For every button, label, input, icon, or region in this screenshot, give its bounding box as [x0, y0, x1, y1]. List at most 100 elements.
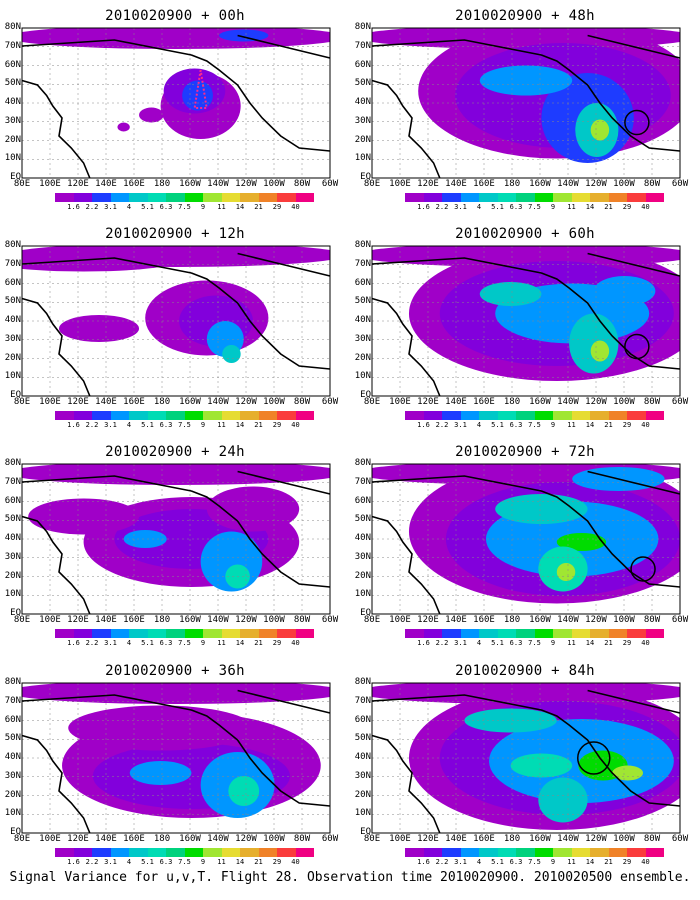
lon-tick-label: 160W	[529, 834, 551, 844]
coastline	[21, 470, 331, 615]
colorbar-level-label: 40	[641, 639, 650, 647]
panel-title: 2010020900 + 84h	[455, 663, 595, 679]
colorbar-swatch	[460, 848, 479, 857]
map-plot	[21, 463, 331, 615]
lon-tick-label: 160E	[473, 397, 495, 407]
colorbar-swatch	[166, 193, 185, 202]
map-plot	[371, 245, 681, 397]
colorbar-swatch	[571, 848, 590, 857]
colorbar-swatch	[460, 411, 479, 420]
lat-tick-label: 30N	[4, 115, 21, 126]
coastline	[371, 689, 681, 834]
colorbar-swatch	[129, 629, 148, 638]
variance-contour	[479, 65, 573, 96]
colorbar-swatch	[460, 193, 479, 202]
lon-tick-label: 100E	[39, 615, 61, 625]
colorbar-swatch	[277, 193, 296, 202]
map-panel: 2010020900 + 12h 80N 70N 60N 50N 40N 30N 20N 10N…	[0, 218, 350, 438]
lat-tick-label: 40N	[4, 315, 21, 325]
colorbar-swatch	[129, 411, 148, 420]
panel-title: 2010020900 + 72h	[455, 444, 595, 460]
lat-tick-label: 50N	[4, 296, 21, 307]
colorbar-swatch	[240, 193, 259, 202]
colorbar-swatch	[73, 193, 92, 202]
lat-tick-label: 40N	[4, 533, 21, 543]
colorbar-level-label: 9	[200, 639, 206, 647]
map-plot	[21, 682, 331, 834]
colorbar-swatch	[73, 848, 92, 857]
lon-tick-label: 120E	[67, 615, 89, 625]
lon-tick-label: 80E	[13, 615, 31, 625]
colorbar-swatch	[608, 848, 627, 857]
colorbar-level-label: 6.3	[159, 639, 173, 647]
colorbar-level-label: 3.1	[454, 421, 467, 429]
lon-tick-label: 140E	[445, 397, 467, 407]
colorbar-swatch	[110, 411, 129, 420]
colorbar-level-label: 3.1	[104, 203, 117, 211]
panel-title: 2010020900 + 60h	[455, 226, 595, 242]
lon-tick-label: 160E	[123, 397, 145, 407]
lon-tick-label: 140E	[445, 834, 467, 844]
variance-contour	[129, 761, 192, 785]
colorbar-level-label: 14	[585, 858, 595, 866]
colorbar-swatch	[295, 411, 314, 420]
map-frame	[21, 27, 331, 179]
lat-tick-label: 80N	[4, 240, 21, 250]
colorbar-level-label: 4	[476, 639, 482, 647]
colorbar-swatch	[553, 629, 572, 638]
colorbar-swatch	[129, 848, 148, 857]
colorbar-level-label: 21	[604, 421, 613, 429]
lat-tick-label: 10N	[4, 153, 21, 164]
colorbar-level-label: 21	[254, 203, 263, 211]
lat-tick-label: 20N	[4, 789, 21, 800]
lat-tick-label: 80N	[4, 458, 21, 468]
colorbar-level-label: 40	[641, 858, 650, 866]
colorbar-swatch	[516, 848, 535, 857]
colorbar-level-label: 2.2	[435, 858, 449, 866]
lat-tick-label: 60N	[4, 714, 21, 725]
colorbar-swatch	[277, 848, 296, 857]
colorbar-swatch	[55, 629, 74, 638]
lon-tick-label: 120E	[417, 834, 439, 844]
colorbar-level-label: 6.3	[159, 421, 173, 429]
lat-tick-label: 60N	[354, 714, 371, 725]
lon-tick-label: 100W	[613, 397, 635, 407]
lat-tick-label: 50N	[354, 733, 371, 744]
colorbar-swatch	[442, 193, 461, 202]
lon-tick-label: 160W	[179, 397, 201, 407]
lon-tick-label: 140E	[445, 179, 467, 189]
colorbar-swatch	[645, 411, 664, 420]
lon-tick-label: 160E	[123, 615, 145, 625]
lon-tick-label: 140E	[95, 615, 117, 625]
lon-tick-label: 120E	[417, 179, 439, 189]
colorbar-level-label: 5.1	[141, 858, 154, 866]
lat-tick-label: EQ	[360, 172, 371, 182]
colorbar-swatch	[166, 629, 185, 638]
colorbar-swatch	[221, 411, 240, 420]
colorbar-swatch	[423, 629, 442, 638]
map-frame	[371, 682, 681, 834]
colorbar-level-label: 5.1	[491, 203, 504, 211]
map-frame	[21, 463, 331, 615]
colorbar-level-label: 40	[291, 639, 300, 647]
lon-tick-label: 80E	[363, 179, 381, 189]
colorbar-level-label: 2.2	[435, 421, 449, 429]
lon-tick-label: 80W	[293, 615, 311, 625]
lon-tick-label: 140W	[557, 397, 579, 407]
lat-tick-label: 40N	[354, 97, 371, 107]
lat-tick-label: 40N	[354, 315, 371, 325]
lon-tick-label: 160W	[179, 615, 201, 625]
colorbar-level-label: 6.3	[509, 421, 523, 429]
lon-tick-label: 120E	[67, 179, 89, 189]
lon-tick-label: 100W	[613, 834, 635, 844]
lon-tick-label: 60W	[671, 179, 689, 189]
map-panel: 2010020900 + 36h 80N 70N 60N 50N 40N 30N 20N 10N…	[0, 655, 350, 875]
colorbar-level-label: 9	[550, 421, 556, 429]
lon-tick-label: 60W	[321, 615, 339, 625]
colorbar-swatch	[147, 411, 166, 420]
colorbar-swatch	[55, 193, 74, 202]
lon-tick-label: 140W	[207, 179, 229, 189]
variance-contour	[28, 498, 140, 535]
map-plot	[371, 682, 681, 834]
colorbar-swatch	[608, 411, 627, 420]
